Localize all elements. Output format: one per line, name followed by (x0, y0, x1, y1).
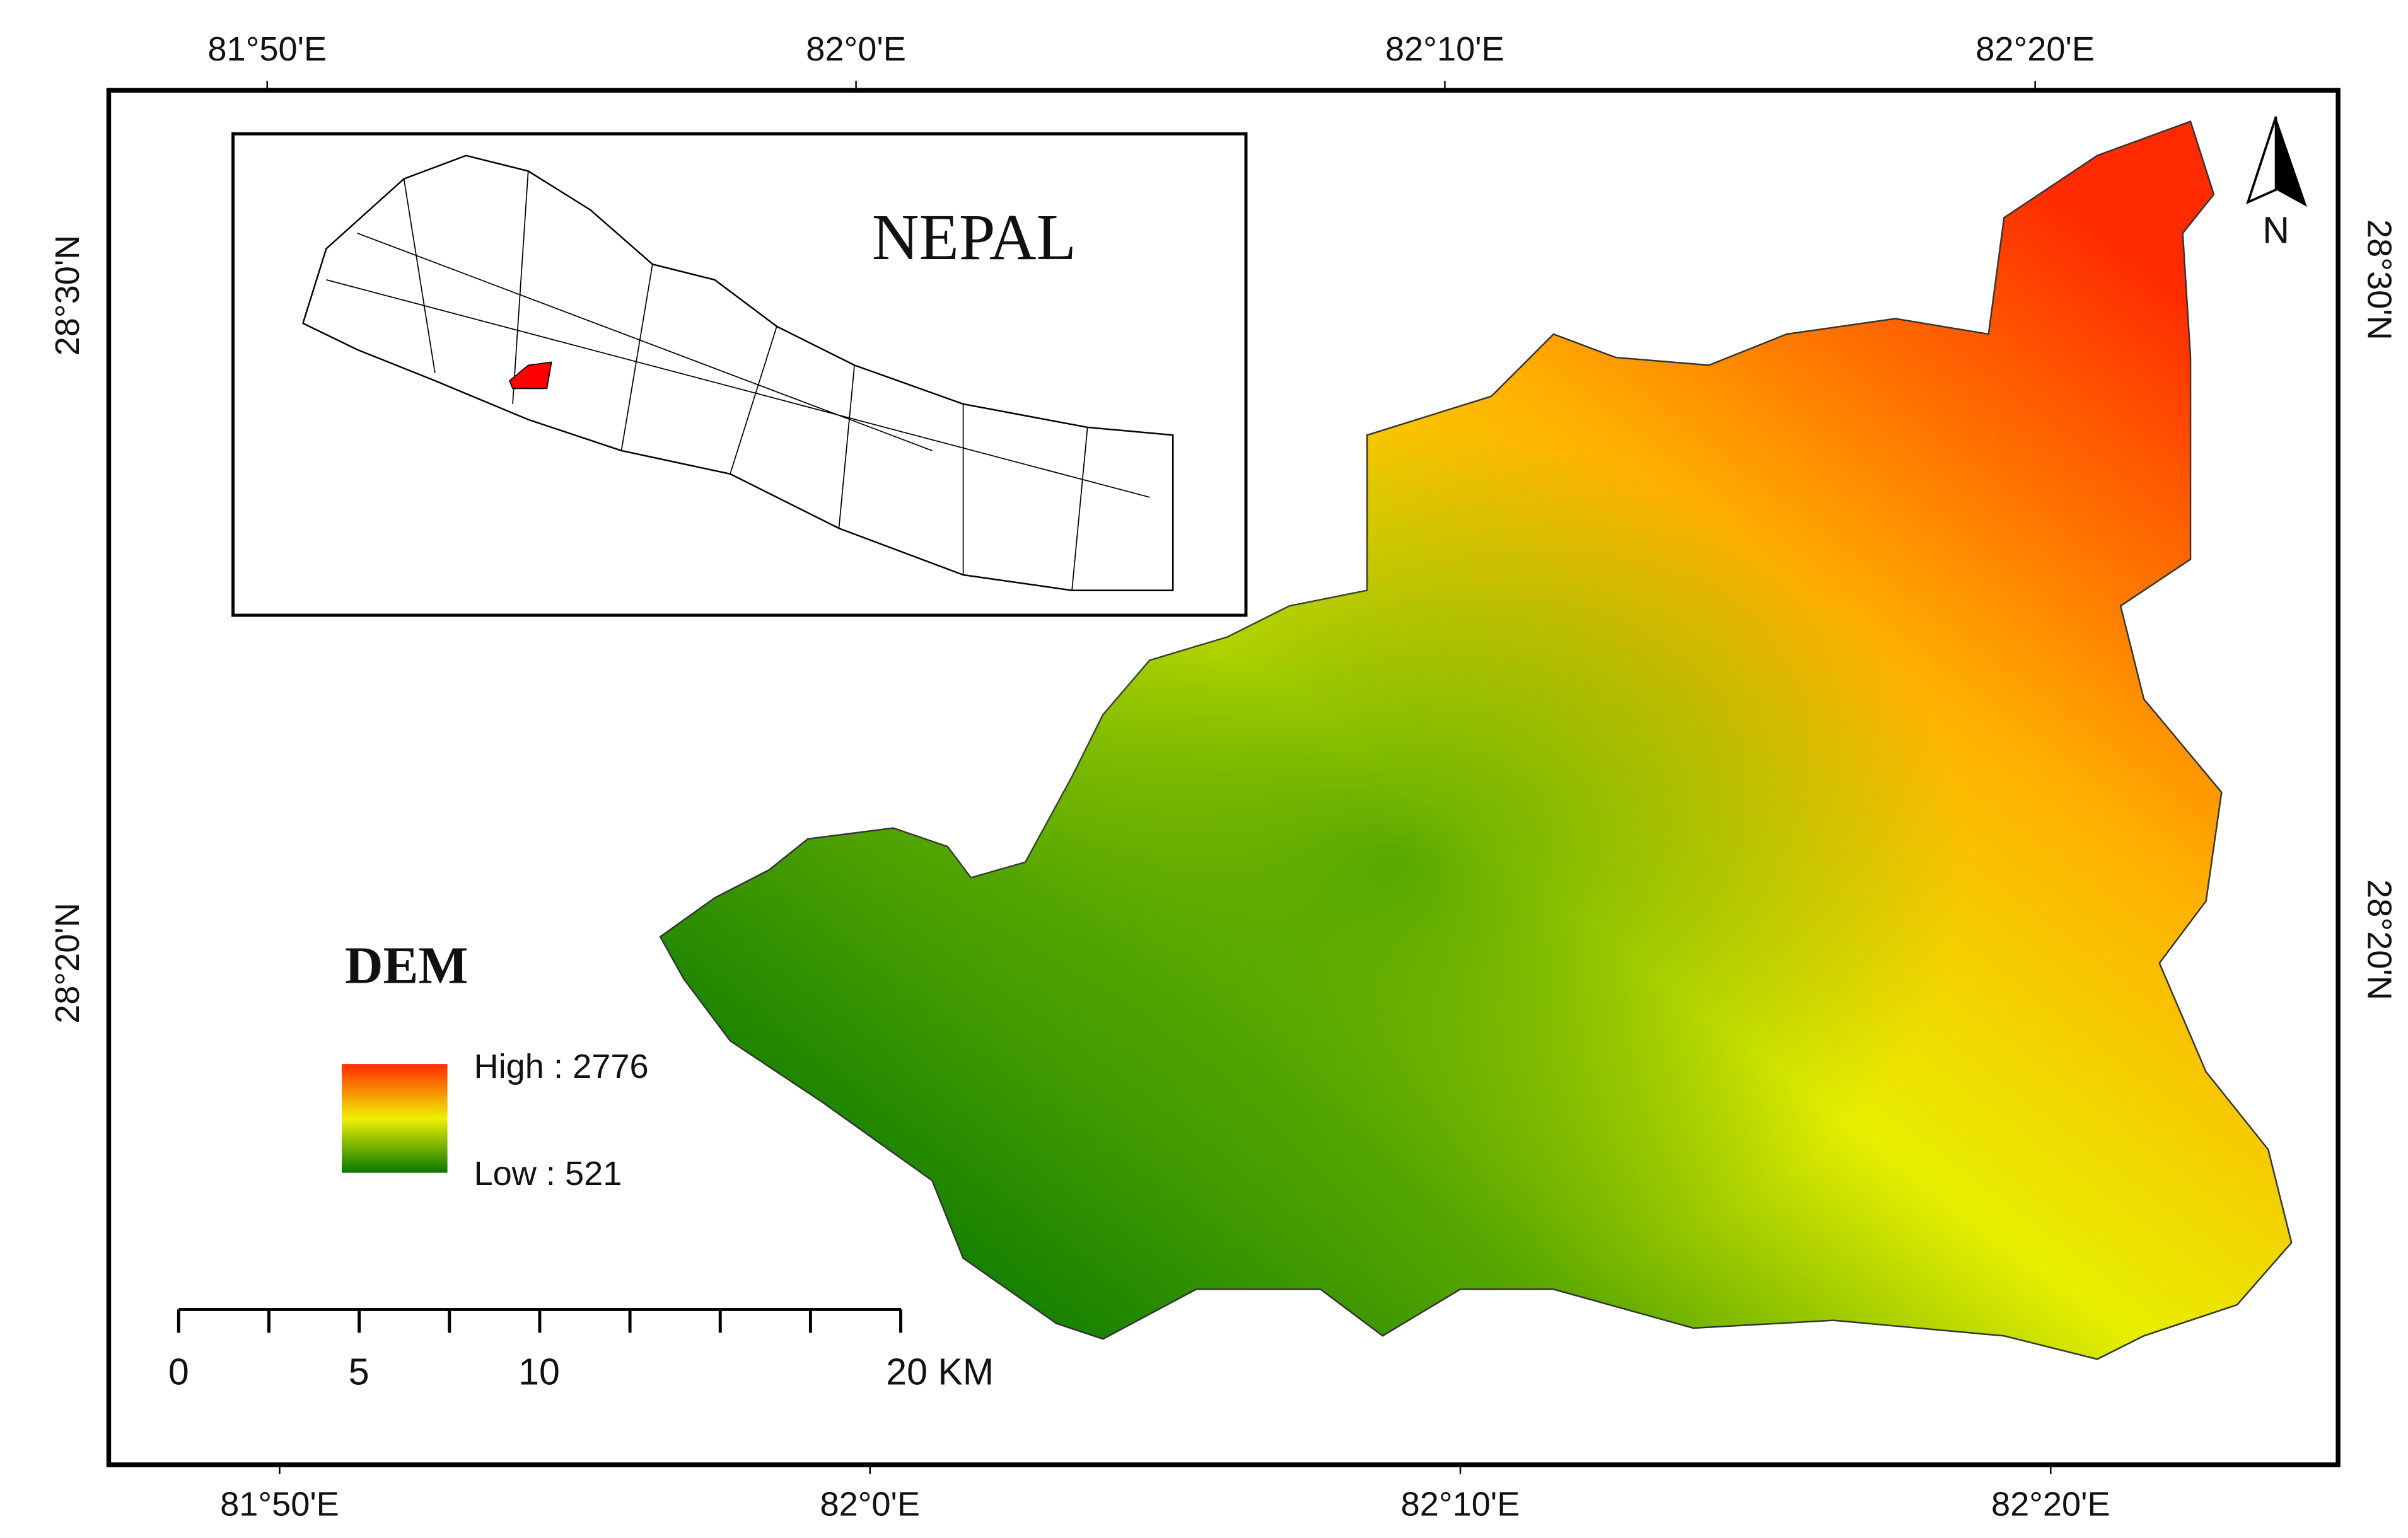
dem-shading (660, 121, 2292, 1360)
lon-label-bottom: 81°50'E (220, 1486, 339, 1524)
lon-label-top: 82°20'E (1975, 30, 2095, 68)
legend-ramp (342, 1064, 448, 1173)
scale-label: 10 (518, 1351, 560, 1393)
lat-label-right: 28°20'N (2360, 879, 2398, 1000)
scale-label: 20 KM (886, 1351, 994, 1393)
lat-label-left: 28°30'N (49, 235, 86, 356)
lon-label-bottom: 82°10'E (1401, 1486, 1520, 1524)
lat-label-left: 28°20'N (49, 903, 86, 1024)
map-frame (106, 88, 2341, 1467)
lon-label-bottom: 82°0'E (820, 1486, 920, 1524)
district-borders (326, 171, 1150, 591)
scale-bar (177, 1307, 903, 1333)
north-label: N (2262, 209, 2289, 252)
legend-low: Low : 521 (474, 1155, 622, 1193)
lon-label-top: 82°10'E (1385, 30, 1504, 68)
inset-title: NEPAL (872, 202, 1076, 274)
legend-title: DEM (345, 937, 468, 995)
north-arrow-right (2276, 117, 2307, 207)
lon-label-bottom: 82°20'E (1991, 1486, 2110, 1524)
lat-label-right: 28°30'N (2360, 219, 2398, 340)
dem-area (659, 120, 2293, 1360)
scale-label: 5 (349, 1351, 369, 1393)
scale-label: 0 (168, 1351, 189, 1393)
north-arrow: N (2246, 116, 2307, 252)
lon-label-top: 82°0'E (806, 30, 906, 68)
lon-label-top: 81°50'E (207, 30, 327, 68)
north-arrow-left (2246, 116, 2277, 205)
study-district (509, 361, 552, 390)
legend-high: High : 2776 (474, 1048, 648, 1085)
